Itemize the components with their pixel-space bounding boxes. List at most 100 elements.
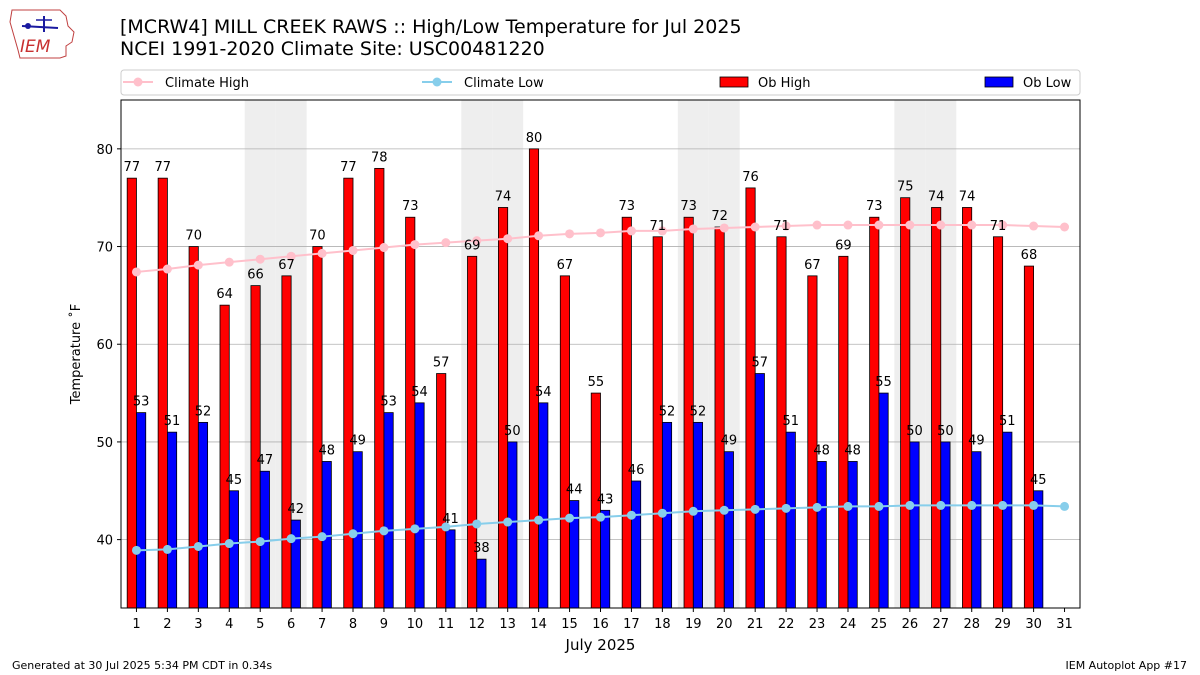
ob-high-bar-20: [714, 226, 725, 609]
y-tick-label-50: 50: [96, 436, 113, 451]
ob-high-label-10: 73: [402, 199, 419, 214]
ob-low-label-14: 54: [535, 385, 552, 400]
ob-low-label-27: 50: [937, 424, 954, 439]
climate-low-point-24: [843, 501, 853, 511]
climate-high-point-11: [441, 238, 451, 248]
climate-high-legend-marker: [133, 77, 143, 87]
climate-low-legend-label: Climate Low: [464, 76, 544, 91]
ob-low-label-7: 48: [318, 443, 335, 458]
ob-low-bar-27: [940, 441, 951, 609]
ob-high-label-22: 71: [773, 219, 790, 234]
title-line-2: NCEI 1991-2020 Climate Site: USC00481220: [120, 38, 545, 60]
climate-high-point-28: [967, 220, 977, 230]
ob-low-bar-24: [847, 461, 858, 609]
climate-low-point-10: [410, 524, 420, 534]
ob-high-label-19: 73: [680, 199, 697, 214]
climate-high-legend-label: Climate High: [165, 76, 249, 91]
ob-high-label-13: 74: [495, 189, 512, 204]
climate-high-point-26: [905, 220, 915, 230]
ob-low-label-9: 53: [380, 395, 397, 410]
ob-low-bar-11: [445, 529, 456, 609]
x-tick-label-7: 7: [318, 617, 326, 632]
ob-low-bar-22: [785, 431, 796, 609]
climate-lines: [131, 220, 1070, 555]
x-tick-label-25: 25: [871, 617, 888, 632]
x-tick-label-30: 30: [1025, 617, 1042, 632]
x-tick-label-29: 29: [994, 617, 1011, 632]
ob-high-bar-11: [436, 373, 447, 609]
climate-low-point-6: [286, 534, 296, 544]
x-tick-label-31: 31: [1056, 617, 1073, 632]
ob-high-bar-17: [621, 216, 632, 609]
ob-low-legend-label: Ob Low: [1023, 76, 1072, 91]
climate-high-point-17: [626, 226, 636, 236]
y-tick-label-40: 40: [96, 534, 113, 549]
ob-high-label-27: 74: [928, 189, 945, 204]
y-axis-label: Temperature ˚F: [68, 304, 84, 405]
app-credit: IEM Autoplot App #17: [1065, 659, 1188, 672]
ob-low-bar-6: [290, 519, 301, 609]
x-tick-label-1: 1: [132, 617, 140, 632]
climate-low-point-29: [998, 500, 1008, 510]
x-tick-label-26: 26: [902, 617, 919, 632]
ob-high-label-2: 77: [154, 160, 171, 175]
ob-high-label-15: 67: [557, 258, 574, 273]
ob-high-bar-2: [157, 177, 168, 609]
climate-high-point-5: [255, 254, 265, 264]
x-tick-label-6: 6: [287, 617, 295, 632]
climate-high-point-22: [781, 221, 791, 231]
ob-low-bar-3: [197, 421, 209, 609]
data-labels: 77 53 77 51 70 52 64 45 66 47 67 42 70 48 77 49 78 53 73 54…: [124, 131, 1047, 556]
ob-high-legend-swatch: [719, 76, 749, 88]
ob-high-label-6: 67: [278, 258, 295, 273]
ob-low-bar-20: [723, 451, 734, 609]
ob-high-label-11: 57: [433, 356, 450, 371]
ob-low-label-1: 53: [133, 395, 150, 410]
x-axis-label: July 2025: [565, 636, 636, 654]
ob-low-bar-17: [631, 480, 642, 609]
climate-high-point-10: [410, 240, 420, 250]
climate-high-point-2: [162, 264, 172, 274]
climate-low-point-3: [193, 541, 203, 551]
ob-high-label-5: 66: [247, 268, 264, 283]
x-tick-label-21: 21: [747, 617, 764, 632]
ob-low-label-22: 51: [782, 414, 799, 429]
y-tick-label-80: 80: [96, 143, 113, 158]
ob-high-label-18: 71: [649, 219, 666, 234]
ob-low-label-26: 50: [906, 424, 923, 439]
ob-high-label-8: 77: [340, 160, 357, 175]
climate-low-point-25: [874, 501, 884, 511]
x-tick-label-10: 10: [407, 617, 424, 632]
x-tick-label-18: 18: [654, 617, 671, 632]
climate-high-point-21: [750, 222, 760, 232]
x-tick-label-16: 16: [592, 617, 609, 632]
climate-low-point-7: [317, 532, 327, 542]
climate-high-point-6: [286, 251, 296, 261]
ob-high-label-30: 68: [1021, 248, 1038, 263]
climate-low-point-1: [131, 545, 141, 555]
ob-high-label-29: 71: [990, 219, 1007, 234]
ob-high-label-16: 55: [588, 375, 605, 390]
ob-high-bar-8: [343, 177, 354, 609]
ob-high-label-25: 73: [866, 199, 883, 214]
ob-high-label-26: 75: [897, 180, 914, 195]
climate-high-point-16: [596, 228, 605, 238]
ob-high-bar-24: [838, 255, 849, 609]
ob-low-label-3: 52: [195, 404, 212, 419]
x-tick-label-22: 22: [778, 617, 795, 632]
climate-low-point-17: [626, 510, 636, 520]
climate-low-point-26: [905, 500, 915, 510]
climate-low-point-31: [1060, 501, 1070, 511]
ob-low-bar-25: [878, 392, 889, 609]
x-tick-label-17: 17: [623, 617, 640, 632]
legend-box: [120, 69, 1081, 96]
x-tick-label-14: 14: [530, 617, 547, 632]
ob-low-label-18: 52: [659, 404, 676, 419]
climate-low-point-16: [596, 512, 605, 522]
ob-low-label-2: 51: [164, 414, 181, 429]
ob-high-bar-3: [188, 246, 199, 609]
climate-high-point-31: [1060, 222, 1070, 232]
ob-low-label-19: 52: [690, 404, 707, 419]
ob-high-label-21: 76: [742, 170, 759, 185]
